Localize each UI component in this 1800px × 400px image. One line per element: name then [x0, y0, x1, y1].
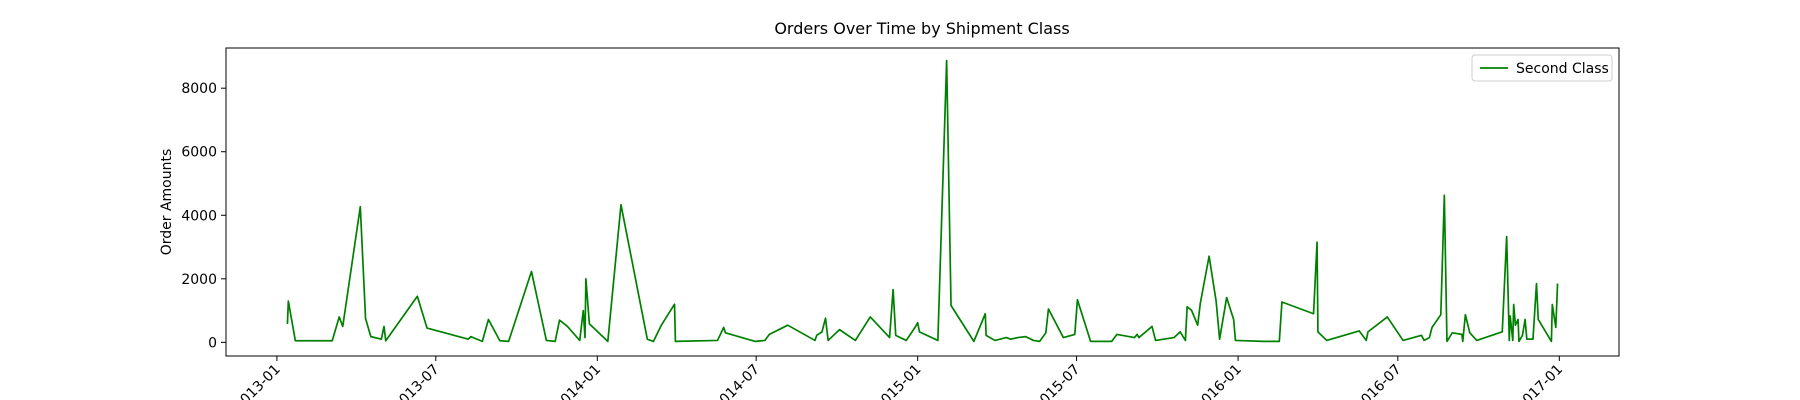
x-tick-label: 2013-07	[390, 362, 443, 400]
x-tick-label: 2017-01	[1513, 362, 1566, 400]
legend-box	[1471, 54, 1613, 82]
legend: Second Class	[1471, 54, 1613, 82]
y-tick-label: 6000	[181, 145, 217, 161]
x-tick-label: 2016-01	[1192, 362, 1245, 400]
chart-title: Orders Over Time by Shipment Class	[774, 19, 1069, 38]
x-tick-label: 2014-07	[710, 362, 763, 400]
x-tick-label: 2014-01	[551, 362, 604, 400]
x-tick-label: 2016-07	[1352, 362, 1405, 400]
plot-frame	[225, 47, 1620, 357]
x-tick-label: 2015-01	[872, 362, 925, 400]
y-axis-label: Order Amounts	[159, 149, 175, 256]
x-tick-label: 2015-07	[1031, 362, 1084, 400]
y-tick-label: 4000	[181, 208, 217, 224]
series-line	[286, 59, 1559, 343]
y-tick-label: 8000	[181, 81, 217, 97]
x-tick-label: 2013-01	[231, 362, 284, 400]
y-tick-label: 0	[208, 335, 217, 351]
y-tick-label: 2000	[181, 272, 217, 288]
legend-label: Second Class	[1516, 61, 1609, 77]
